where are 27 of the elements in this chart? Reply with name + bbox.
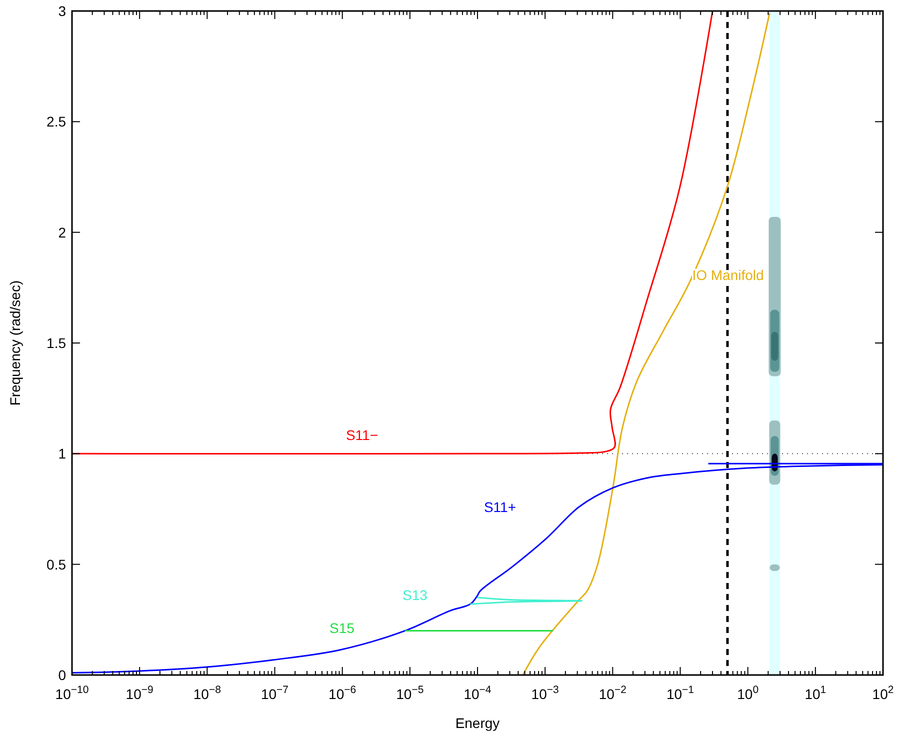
series-label: S11−	[346, 427, 378, 443]
y-tick-label: 1	[58, 446, 66, 462]
y-tick-label: 2	[58, 224, 66, 240]
x-tick-label: 10$^{−9}$	[126, 684, 154, 702]
y-tick-label: 0.5	[46, 556, 66, 572]
x-axis-title: Energy	[455, 715, 500, 731]
y-tick-label: 3	[58, 3, 66, 19]
text: S11+	[484, 499, 516, 515]
y-tick-label: 1.5	[46, 335, 66, 351]
x-tick-label: 10$^{−5}$	[396, 684, 424, 702]
text: S15	[330, 620, 355, 636]
y-axis-title: Frequency (rad/sec)	[7, 280, 23, 406]
x-tick-label: 10$^{1}$	[804, 684, 826, 702]
series-label: IO Manifold	[692, 267, 764, 283]
x-tick-label: 10$^{−3}$	[531, 684, 560, 702]
x-tick-label: 10$^{−4}$	[464, 684, 492, 702]
x-tick-label: 10$^{−10}$	[55, 684, 89, 702]
y-tick-label: 2.5	[46, 114, 66, 130]
x-tick-label: 10$^{0}$	[737, 684, 759, 702]
x-tick-label: 10$^{2}$	[872, 684, 894, 702]
x-tick-label: 10$^{−6}$	[328, 684, 356, 702]
y-tick-label: 0	[58, 667, 66, 683]
x-tick-label: 10$^{−2}$	[598, 684, 627, 702]
x-tick-label: 10$^{−1}$	[666, 684, 694, 702]
text: S13	[402, 587, 428, 603]
x-tick-label: 10$^{−7}$	[260, 684, 289, 702]
x-tick-label: 10$^{−8}$	[193, 684, 222, 702]
